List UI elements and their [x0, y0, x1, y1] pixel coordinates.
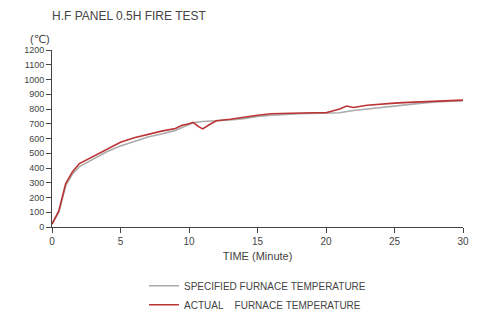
- svg-text:800: 800: [29, 104, 44, 114]
- svg-text:ACTUAL FURNACE TEMPERATURE: ACTUAL FURNACE TEMPERATURE: [184, 300, 361, 311]
- svg-text:SPECIFIED FURNACE TEMPERATURE: SPECIFIED FURNACE TEMPERATURE: [184, 281, 366, 292]
- svg-text:1200: 1200: [24, 45, 44, 55]
- svg-text:700: 700: [29, 119, 44, 129]
- svg-text:1100: 1100: [25, 60, 44, 70]
- svg-text:5: 5: [118, 236, 124, 247]
- svg-text:20: 20: [320, 236, 332, 247]
- svg-text:200: 200: [29, 193, 44, 203]
- svg-text:25: 25: [389, 236, 401, 247]
- svg-text:15: 15: [252, 236, 264, 247]
- svg-text:600: 600: [29, 134, 44, 144]
- svg-text:0: 0: [39, 222, 44, 232]
- svg-text:0: 0: [49, 236, 55, 247]
- svg-text:400: 400: [29, 163, 44, 173]
- svg-text:500: 500: [29, 148, 44, 158]
- svg-text:1000: 1000: [24, 75, 44, 85]
- svg-text:(℃): (℃): [30, 33, 50, 45]
- svg-text:100: 100: [29, 207, 44, 217]
- svg-text:300: 300: [29, 178, 44, 188]
- svg-text:900: 900: [29, 89, 44, 99]
- svg-text:TIME (Minute): TIME (Minute): [223, 250, 293, 262]
- svg-text:H.F PANEL 0.5H FIRE TEST: H.F PANEL 0.5H FIRE TEST: [52, 9, 206, 23]
- svg-text:30: 30: [457, 236, 469, 247]
- svg-text:10: 10: [183, 236, 195, 247]
